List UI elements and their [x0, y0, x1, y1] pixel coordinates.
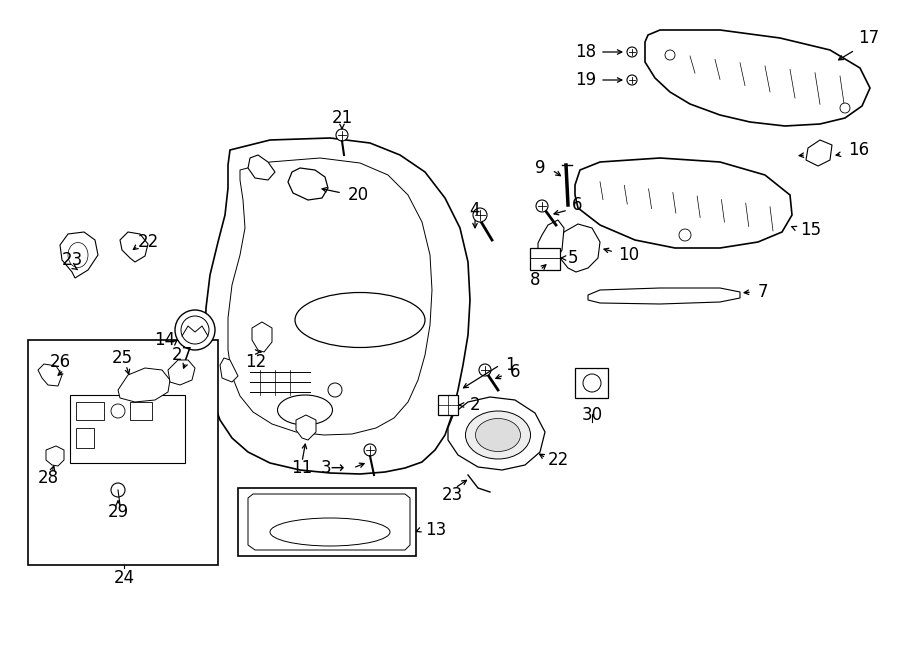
- Text: 20: 20: [348, 186, 369, 204]
- Text: 25: 25: [112, 349, 132, 367]
- Polygon shape: [252, 322, 272, 352]
- Text: 6: 6: [572, 196, 582, 214]
- Circle shape: [665, 50, 675, 60]
- Text: 1: 1: [505, 356, 516, 374]
- Text: 29: 29: [107, 503, 129, 521]
- Text: 17: 17: [858, 29, 879, 47]
- Text: 24: 24: [113, 569, 135, 587]
- Text: 5: 5: [568, 249, 579, 267]
- Text: 16: 16: [848, 141, 869, 159]
- Ellipse shape: [475, 418, 520, 451]
- Polygon shape: [220, 358, 238, 382]
- Polygon shape: [168, 360, 195, 385]
- Polygon shape: [288, 168, 328, 200]
- Text: 21: 21: [331, 109, 353, 127]
- Circle shape: [111, 404, 125, 418]
- Circle shape: [111, 483, 125, 497]
- Circle shape: [336, 129, 348, 141]
- Polygon shape: [645, 30, 870, 126]
- Polygon shape: [205, 138, 470, 474]
- Polygon shape: [575, 368, 608, 398]
- Circle shape: [627, 47, 637, 57]
- Bar: [238, 488, 416, 556]
- Polygon shape: [530, 248, 560, 270]
- Text: 4: 4: [470, 201, 481, 219]
- Circle shape: [583, 374, 601, 392]
- Polygon shape: [296, 415, 316, 440]
- Text: 3→: 3→: [320, 459, 345, 477]
- Text: 23: 23: [61, 251, 83, 269]
- Bar: [28, 340, 218, 565]
- Text: 14: 14: [155, 331, 176, 349]
- Circle shape: [536, 200, 548, 212]
- Text: 8: 8: [530, 271, 540, 289]
- Ellipse shape: [465, 411, 530, 459]
- Polygon shape: [806, 140, 832, 166]
- Polygon shape: [60, 232, 98, 278]
- Circle shape: [627, 75, 637, 85]
- Polygon shape: [538, 220, 564, 264]
- Bar: [76, 428, 94, 448]
- Bar: [130, 402, 152, 420]
- Text: 13: 13: [425, 521, 446, 539]
- Polygon shape: [118, 368, 170, 402]
- Circle shape: [479, 364, 491, 376]
- Circle shape: [175, 310, 215, 350]
- Text: 7: 7: [758, 283, 769, 301]
- Text: 6: 6: [510, 363, 520, 381]
- Bar: [76, 402, 104, 420]
- Text: 30: 30: [581, 406, 603, 424]
- Text: 27: 27: [171, 346, 193, 364]
- Circle shape: [328, 383, 342, 397]
- Text: 23: 23: [441, 486, 463, 504]
- Ellipse shape: [295, 293, 425, 348]
- Circle shape: [364, 444, 376, 456]
- Text: 2: 2: [470, 396, 481, 414]
- Text: 28: 28: [38, 469, 58, 487]
- Text: 10: 10: [618, 246, 639, 264]
- Polygon shape: [575, 158, 792, 248]
- Polygon shape: [588, 288, 740, 304]
- Text: 9: 9: [536, 159, 546, 177]
- Polygon shape: [120, 232, 148, 262]
- Polygon shape: [438, 395, 458, 415]
- Text: 26: 26: [50, 353, 70, 371]
- Ellipse shape: [277, 395, 332, 425]
- Text: 22: 22: [548, 451, 569, 469]
- Text: 15: 15: [800, 221, 821, 239]
- Text: 12: 12: [246, 353, 266, 371]
- Polygon shape: [248, 155, 275, 180]
- Polygon shape: [46, 446, 64, 466]
- Polygon shape: [558, 224, 600, 272]
- Text: 18: 18: [575, 43, 596, 61]
- Polygon shape: [38, 364, 62, 386]
- Polygon shape: [448, 397, 545, 470]
- Text: 11: 11: [292, 459, 312, 477]
- Circle shape: [679, 229, 691, 241]
- Circle shape: [473, 208, 487, 222]
- Text: 19: 19: [575, 71, 596, 89]
- Bar: [70, 395, 185, 463]
- Text: 22: 22: [138, 233, 158, 251]
- Circle shape: [840, 103, 850, 113]
